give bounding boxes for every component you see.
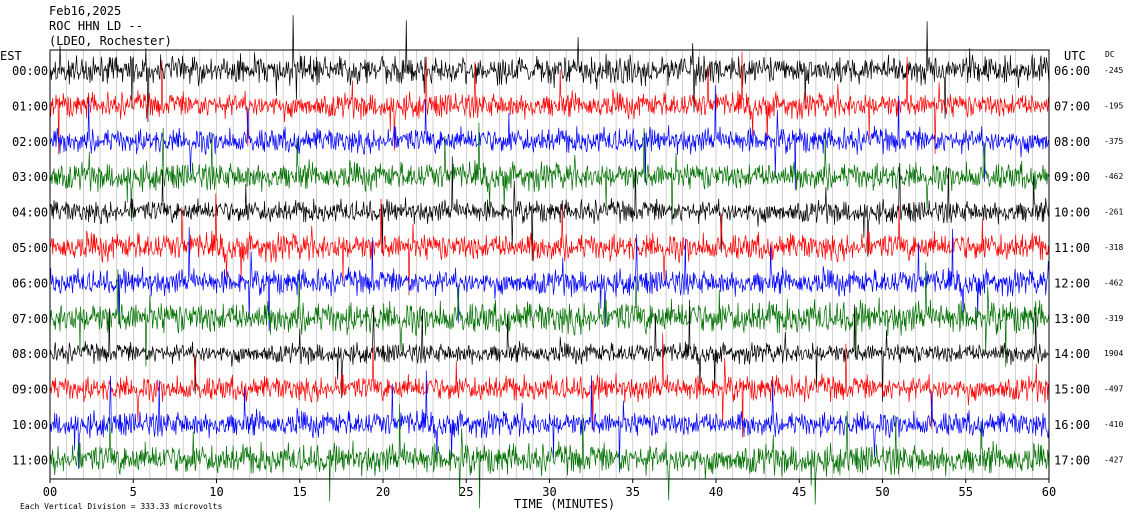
est-hour-label: 08:00 xyxy=(12,347,48,361)
network-name: (LDEO, Rochester) xyxy=(49,34,172,48)
utc-hour-label: 16:00 xyxy=(1054,418,1090,432)
trace-1100 xyxy=(49,404,1050,509)
x-axis-label: TIME (MINUTES) xyxy=(514,497,615,511)
dc-offset-value: 1904 xyxy=(1104,349,1123,358)
traces xyxy=(49,15,1050,509)
dc-offset-value: -462 xyxy=(1104,172,1123,181)
x-tick-label: 10 xyxy=(209,485,223,499)
trace-0900 xyxy=(49,333,1050,438)
est-axis-label: EST xyxy=(0,49,22,63)
utc-hour-label: 15:00 xyxy=(1054,383,1090,397)
dc-offset-value: -261 xyxy=(1104,208,1123,217)
trace-0000 xyxy=(49,15,1050,123)
est-hour-label: 03:00 xyxy=(12,170,48,184)
dc-axis-label: DC xyxy=(1105,50,1115,59)
trace-0100 xyxy=(49,51,1050,155)
est-hour-label: 02:00 xyxy=(12,135,48,149)
dc-offset-value: -318 xyxy=(1104,243,1123,252)
utc-hour-label: 12:00 xyxy=(1054,276,1090,290)
dc-offset-value: -319 xyxy=(1104,314,1123,323)
x-tick-label: 45 xyxy=(792,485,806,499)
x-tick-label: 20 xyxy=(376,485,390,499)
plot-date: Feb16,2025 xyxy=(49,4,122,18)
est-hour-label: 05:00 xyxy=(12,241,48,255)
dc-offset-value: -195 xyxy=(1104,101,1123,110)
trace-1000 xyxy=(49,370,1050,473)
x-tick-label: 50 xyxy=(875,485,889,499)
est-hour-label: 01:00 xyxy=(12,99,48,113)
utc-hour-label: 14:00 xyxy=(1054,347,1090,361)
utc-hour-label: 07:00 xyxy=(1054,99,1090,113)
x-tick-label: 40 xyxy=(709,485,723,499)
x-tick-label: 35 xyxy=(626,485,640,499)
utc-hour-label: 17:00 xyxy=(1054,453,1090,467)
trace-0300 xyxy=(49,122,1050,225)
dc-offset-value: -375 xyxy=(1104,137,1123,146)
utc-hour-label: 10:00 xyxy=(1054,206,1090,220)
dc-offset-value: -245 xyxy=(1104,66,1123,75)
utc-axis-label: UTC xyxy=(1064,49,1086,63)
x-tick-label: 00 xyxy=(43,485,57,499)
est-hour-label: 07:00 xyxy=(12,312,48,326)
x-tick-label: 60 xyxy=(1042,485,1056,499)
trace-0400 xyxy=(49,156,1050,261)
est-hour-label: 11:00 xyxy=(12,453,48,467)
scale-footnote: Each Vertical Division = 333.33 microvol… xyxy=(20,502,222,511)
x-tick-label: 25 xyxy=(459,485,473,499)
est-hour-label: 10:00 xyxy=(12,418,48,432)
dc-offset-value: -410 xyxy=(1104,420,1123,429)
trace-0700 xyxy=(49,262,1050,367)
utc-hour-label: 08:00 xyxy=(1054,135,1090,149)
gridlines xyxy=(66,50,1033,479)
trace-0200 xyxy=(49,85,1050,190)
dc-offset-value: -497 xyxy=(1104,385,1123,394)
est-hour-label: 09:00 xyxy=(12,383,48,397)
x-tick-label: 30 xyxy=(542,485,556,499)
dc-offset-value: -427 xyxy=(1104,455,1123,464)
utc-hour-label: 13:00 xyxy=(1054,312,1090,326)
trace-0500 xyxy=(49,193,1050,296)
station-code: ROC HHN LD -- xyxy=(49,19,143,33)
dc-offset-value: -462 xyxy=(1104,278,1123,287)
row-labels: 00:00 06:00 -245 01:00 07:00 -195 02:00 08:00 -3… xyxy=(12,64,1123,467)
utc-hour-label: 06:00 xyxy=(1054,64,1090,78)
x-tick-label: 55 xyxy=(959,485,973,499)
x-tick-label: 5 xyxy=(130,485,137,499)
est-hour-label: 06:00 xyxy=(12,276,48,290)
utc-hour-label: 11:00 xyxy=(1054,241,1090,255)
est-hour-label: 00:00 xyxy=(12,64,48,78)
x-axis: 00 5 10 15 20 25 30 35 40 45 50 55 60 xyxy=(43,479,1056,499)
est-hour-label: 04:00 xyxy=(12,206,48,220)
trace-0800 xyxy=(49,299,1050,402)
x-tick-label: 15 xyxy=(293,485,307,499)
utc-hour-label: 09:00 xyxy=(1054,170,1090,184)
trace-0600 xyxy=(49,227,1050,332)
